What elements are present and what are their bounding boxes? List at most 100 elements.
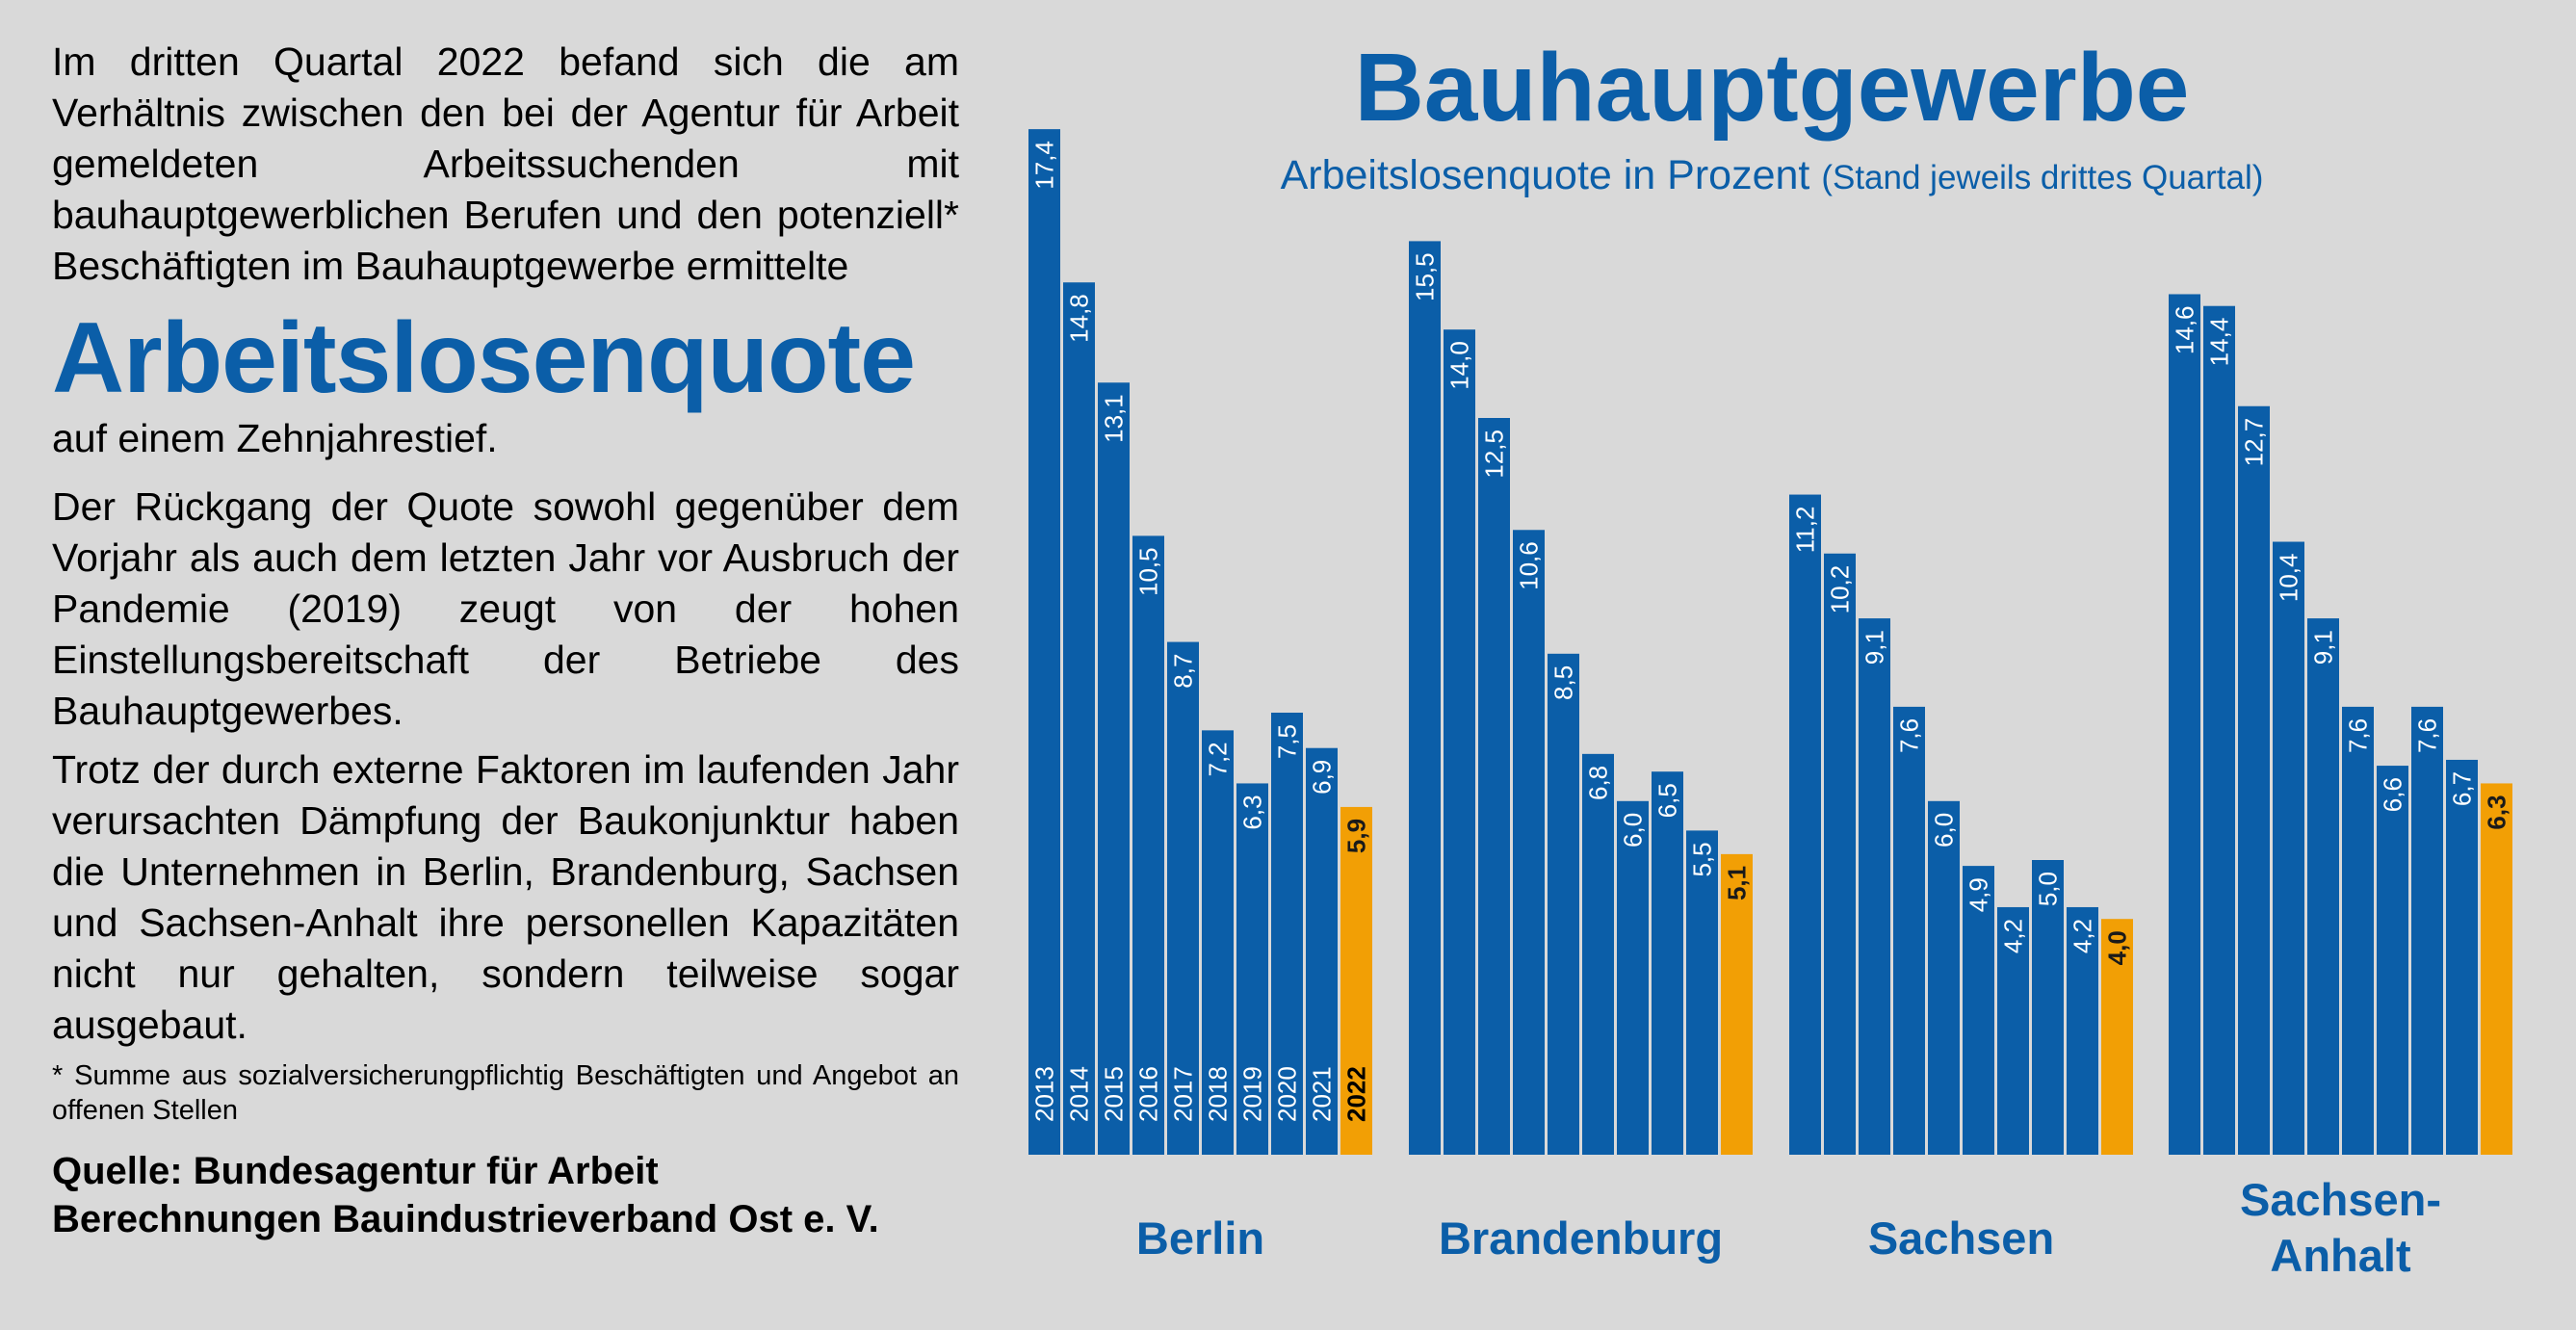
value-label-brandenburg-2017: 8,5 [1549,665,1578,700]
value-label-berlin-2017: 8,7 [1169,654,1198,689]
value-label-brandenburg-2014: 14,0 [1445,341,1474,390]
value-label-sachsen-anhalt-2015: 12,7 [2240,418,2269,467]
year-label-2021: 2021 [1308,1066,1337,1122]
bar-brandenburg-2019 [1617,800,1649,1155]
value-label-sachsen-2019: 4,2 [1999,919,2028,953]
bar-berlin-2021 [1306,747,1338,1155]
group-label-brandenburg: Brandenburg [1439,1213,1723,1264]
chart-subtitle-main: Arbeitslosenquote in Prozent [1280,152,1810,198]
value-label-sachsen-anhalt-2021: 6,7 [2448,771,2477,806]
group-label-sachsen-anhalt-line-2: Anhalt [2270,1230,2411,1281]
bar-brandenburg-2018 [1582,753,1614,1155]
bar-berlin-2017 [1167,641,1199,1155]
bar-sachsen-2019 [1997,906,2029,1155]
group-label-berlin: Berlin [1136,1213,1264,1264]
bar-berlin-2020 [1271,713,1303,1155]
bar-brandenburg-2016 [1513,530,1545,1155]
bar-brandenburg-2021 [1686,830,1718,1155]
bar-brandenburg-2015 [1478,418,1510,1155]
paragraph-decline: Der Rückgang der Quote sowohl gegenüber … [52,484,959,733]
intro-text: Im dritten Quartal 2022 befand sich die … [52,39,959,288]
bar-sachsen-anhalt-2015 [2238,405,2270,1155]
footnote: * Summe aus sozialversicherungpflichtig … [52,1060,959,1126]
group-label-sachsen-anhalt-line-1: Sachsen- [2240,1174,2441,1225]
bar-sachsen-anhalt-2019 [2377,766,2408,1155]
year-label-2020: 2020 [1273,1066,1302,1122]
value-label-sachsen-anhalt-2022: 6,3 [2483,795,2511,829]
value-label-berlin-2015: 13,1 [1100,394,1129,443]
bar-sachsen-anhalt-2017 [2307,618,2339,1155]
value-label-sachsen-anhalt-2019: 6,6 [2379,777,2407,812]
bar-sachsen-anhalt-2021 [2446,759,2478,1155]
value-label-sachsen-anhalt-2013: 14,6 [2171,305,2199,354]
value-label-brandenburg-2018: 6,8 [1584,766,1613,800]
bar-sachsen-2021 [2067,906,2098,1155]
value-label-sachsen-2013: 11,2 [1791,507,1820,554]
bar-brandenburg-2013 [1409,241,1441,1155]
bar-sachsen-2020 [2032,860,2064,1155]
value-label-berlin-2018: 7,2 [1204,742,1233,776]
bar-berlin-2018 [1202,730,1234,1155]
year-label-2016: 2016 [1134,1066,1163,1122]
chart-subtitle: Arbeitslosenquote in Prozent (Stand jewe… [1011,146,2533,207]
headline-continuation: auf einem Zehnjahrestief. [52,416,498,460]
year-label-2017: 2017 [1169,1066,1198,1122]
value-label-sachsen-2020: 5,0 [2034,872,2063,906]
value-label-berlin-2019: 6,3 [1238,795,1267,829]
value-label-sachsen-2021: 4,2 [2069,919,2097,953]
value-label-berlin-2016: 10,5 [1134,547,1163,596]
bar-sachsen-2014 [1824,553,1856,1155]
value-label-sachsen-anhalt-2016: 10,4 [2275,554,2303,603]
bar-sachsen-anhalt-2013 [2169,294,2200,1156]
bar-brandenburg-2014 [1444,329,1475,1155]
chart-title: Bauhauptgewerbe [1354,34,2190,142]
group-label-sachsen: Sachsen [1868,1213,2054,1264]
value-label-brandenburg-2013: 15,5 [1411,252,1440,301]
value-label-brandenburg-2015: 12,5 [1480,430,1509,479]
year-label-2014: 2014 [1065,1066,1094,1122]
value-label-sachsen-2018: 4,9 [1965,877,1993,912]
value-label-brandenburg-2022: 5,1 [1723,866,1752,900]
value-label-brandenburg-2019: 6,0 [1619,813,1648,848]
bar-sachsen-anhalt-2014 [2203,305,2235,1156]
value-label-sachsen-anhalt-2014: 14,4 [2205,318,2234,367]
bar-berlin-2022 [1340,806,1372,1155]
value-label-sachsen-2016: 7,6 [1895,718,1924,753]
source-line-1: Quelle: Bundesagentur für Arbeit [52,1150,659,1192]
value-label-sachsen-anhalt-2020: 7,6 [2413,718,2442,753]
headline: Arbeitslosenquote [52,302,916,414]
value-label-sachsen-2017: 6,0 [1930,813,1959,848]
bar-sachsen-2013 [1789,494,1821,1155]
value-label-sachsen-2015: 9,1 [1860,630,1889,665]
text-panel: Im dritten Quartal 2022 befand sich die … [52,37,959,1243]
bar-berlin-2014 [1063,282,1095,1155]
source-line-2: Berechnungen Bauindustrieverband Ost e. … [52,1198,879,1240]
bar-brandenburg-2017 [1548,653,1579,1155]
bar-sachsen-anhalt-2020 [2411,706,2443,1155]
bar-brandenburg-2020 [1652,771,1683,1155]
value-label-berlin-2014: 14,8 [1065,294,1094,343]
value-label-sachsen-anhalt-2018: 7,6 [2344,718,2373,753]
chart-subtitle-note: (Stand jeweils drittes Quartal) [1821,159,2264,196]
bar-berlin-2013 [1028,129,1060,1155]
bar-sachsen-2015 [1859,618,1890,1155]
source-block: Quelle: Bundesagentur für Arbeit Berechn… [52,1147,959,1243]
bar-sachsen-anhalt-2018 [2342,706,2374,1155]
bar-sachsen-2018 [1963,866,1994,1155]
value-label-berlin-2013: 17,4 [1030,141,1059,190]
value-label-brandenburg-2021: 5,5 [1688,842,1717,876]
bar-berlin-2016 [1132,535,1164,1155]
value-label-brandenburg-2016: 10,6 [1515,541,1544,590]
bar-brandenburg-2022 [1721,853,1753,1155]
value-label-brandenburg-2020: 6,5 [1653,783,1682,818]
year-label-2015: 2015 [1100,1066,1129,1122]
bar-sachsen-2016 [1893,706,1925,1155]
bar-sachsen-anhalt-2016 [2273,541,2304,1155]
year-label-2022: 2022 [1342,1066,1371,1122]
year-label-2019: 2019 [1238,1066,1267,1122]
bar-berlin-2015 [1098,382,1130,1155]
value-label-berlin-2022: 5,9 [1342,819,1371,853]
value-label-sachsen-anhalt-2017: 9,1 [2309,630,2338,665]
bar-sachsen-2022 [2101,919,2133,1155]
